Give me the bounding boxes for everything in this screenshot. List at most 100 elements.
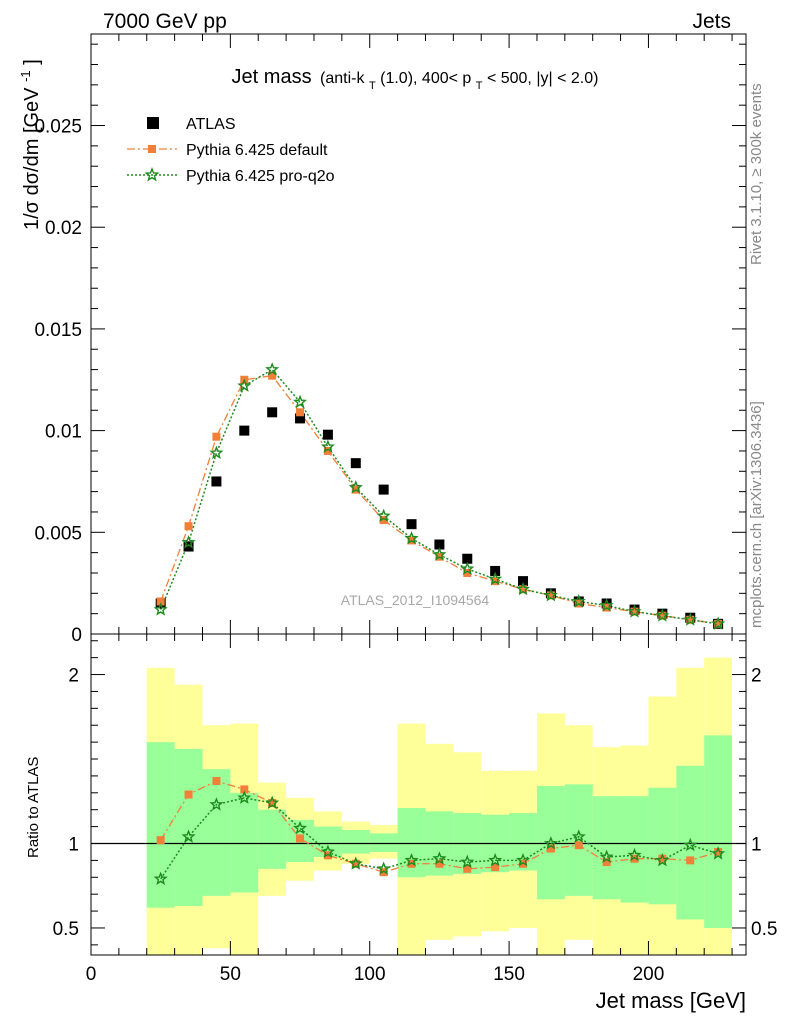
ratio-default-point xyxy=(435,859,444,868)
main-y-tick-label: 0.015 xyxy=(34,320,82,341)
band-inner xyxy=(564,784,593,896)
ratio-bands xyxy=(91,657,746,955)
proq2o-point xyxy=(627,604,642,618)
ratio-y-tick-label-right: 2 xyxy=(751,666,762,687)
band-inner xyxy=(592,796,621,900)
ratio-proq2o-point xyxy=(320,844,335,858)
ratio-default-point xyxy=(574,841,583,850)
ratio-proq2o-point xyxy=(627,847,642,862)
ratio-marks xyxy=(153,776,726,885)
band-inner xyxy=(536,786,565,900)
title-sub-mid: (1.0), 400< p xyxy=(380,70,471,87)
ratio-proq2o-point xyxy=(599,849,614,863)
proq2o-point xyxy=(293,394,308,409)
ratio-default-point xyxy=(630,854,639,863)
mcplots-label: mcplots.cern.ch [arXiv:1306.3436] xyxy=(748,401,765,628)
ratio-default-point xyxy=(296,834,305,843)
main-ylabel: 1/σ dσ/dm [GeV -1 ] xyxy=(13,59,43,230)
proq2o-point xyxy=(320,439,335,453)
title-sub-suffix: < 500, |y| < 2.0) xyxy=(487,70,599,87)
proq2o-point xyxy=(181,535,196,549)
atlas-point xyxy=(601,598,612,609)
x-tick-label: 200 xyxy=(633,964,665,985)
proq2o-point xyxy=(515,581,531,596)
default-point xyxy=(714,619,723,628)
ratio-default-point xyxy=(519,859,528,868)
default-point xyxy=(212,432,221,441)
default-point xyxy=(296,408,305,417)
ratio-proq2o-point xyxy=(348,856,363,870)
ratio-proq2o-point xyxy=(515,852,531,867)
ratio-default-point xyxy=(407,859,416,868)
default-point xyxy=(184,522,193,531)
ylabel-text: 1/σ dσ/dm [GeV xyxy=(21,87,43,230)
proq2o-point xyxy=(376,508,391,523)
proq2o-point xyxy=(711,616,726,630)
main-y-tick-label: 0.01 xyxy=(45,422,82,443)
atlas-point xyxy=(490,565,501,576)
legend-label-proq2o: Pythia 6.425 pro-q2o xyxy=(186,168,335,185)
proq2o-point xyxy=(599,598,614,612)
x-tick-label: 0 xyxy=(86,964,97,985)
default-point xyxy=(546,591,555,600)
ratio-default-point xyxy=(602,858,611,867)
ratio-default-point xyxy=(184,790,193,799)
ratio-proq2o-point xyxy=(209,797,224,811)
ratio-default-point xyxy=(351,859,360,868)
band-inner xyxy=(648,787,677,905)
rivet-label: Rivet 3.1.10, ≥ 300k events xyxy=(748,83,765,265)
atlas-point xyxy=(406,519,417,530)
ratio-default-point xyxy=(212,776,221,785)
default-point xyxy=(268,371,277,380)
band-inner xyxy=(341,829,370,854)
ylabel-sup: -1 xyxy=(18,70,33,82)
series-line-default xyxy=(160,374,719,625)
proq2o-point xyxy=(683,612,698,626)
atlas-point xyxy=(378,484,389,495)
series-line-proq2o xyxy=(159,368,719,625)
ratio-ylabel: Ratio to ATLAS xyxy=(25,757,42,858)
atlas-point xyxy=(183,541,194,552)
atlas-point xyxy=(239,425,250,436)
main-panel: 0 0.005 0.01 0.015 0.02 0.025 xyxy=(34,33,747,646)
ratio-default-point xyxy=(658,854,667,863)
atlas-point xyxy=(211,476,222,487)
proq2o-point xyxy=(655,608,670,622)
legend-marker-default xyxy=(148,145,156,153)
ratio-proq2o-point xyxy=(460,854,475,869)
band-inner xyxy=(369,833,398,852)
ratio-default-point xyxy=(240,785,249,794)
ratio-y-tick-label-left: 0.5 xyxy=(53,919,79,940)
chart-title: Jet mass (anti-k T (1.0), 400< p T < 500… xyxy=(232,66,599,93)
atlas-point xyxy=(434,539,445,550)
ratio-default-point xyxy=(379,868,388,877)
default-point xyxy=(379,516,388,525)
ratio-proq2o-point xyxy=(293,820,308,835)
main-y-tick-label: 0.02 xyxy=(45,218,82,239)
main-marks xyxy=(153,362,726,630)
legend-marker-atlas xyxy=(147,117,159,129)
default-point xyxy=(630,607,639,616)
header-right: Jets xyxy=(692,10,731,33)
proq2o-point xyxy=(432,547,447,561)
ratio-proq2o-point xyxy=(655,852,670,867)
band-inner xyxy=(174,748,203,907)
legend-label-default: Pythia 6.425 default xyxy=(186,142,328,159)
legend-label-atlas: ATLAS xyxy=(186,116,236,133)
proq2o-point xyxy=(237,378,252,392)
atlas-point xyxy=(350,458,361,469)
title-sub-k: T xyxy=(369,80,376,92)
proq2o-point xyxy=(265,362,280,376)
legend-marker-proq2o xyxy=(144,167,160,182)
ratio-y-tick-label-right: 1 xyxy=(751,834,762,855)
main-y-tick-label: 0.005 xyxy=(34,523,82,544)
band-inner xyxy=(230,792,259,893)
ratio-default-point xyxy=(463,864,472,873)
ratio-proq2o-point xyxy=(711,846,726,860)
default-point xyxy=(323,446,332,455)
band-inner xyxy=(704,735,733,928)
ratio-panel: 0 50 100 150 200 0.5 0.5 1 1 2 2 xyxy=(53,633,777,985)
main-ticks: 0 0.005 0.01 0.015 0.02 0.025 xyxy=(34,34,746,646)
ratio-frame xyxy=(90,633,747,956)
